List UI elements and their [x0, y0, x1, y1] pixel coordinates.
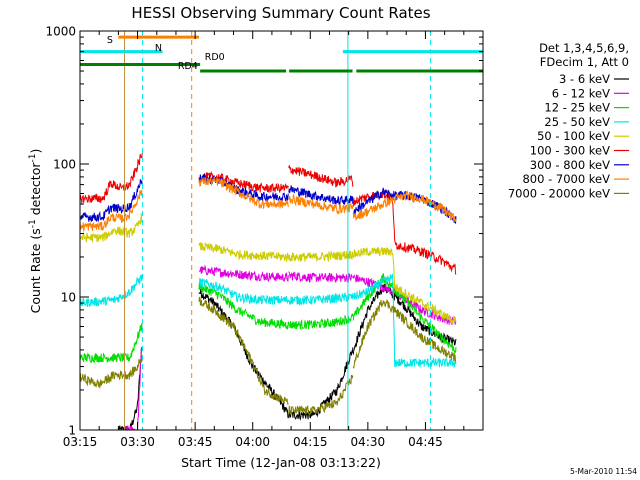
flag-label-s: S — [107, 35, 113, 46]
y-axis-label-main: Count Rate (s — [28, 228, 43, 313]
series-trace — [352, 299, 457, 369]
series-trace — [288, 193, 354, 216]
series-trace — [198, 242, 289, 263]
legend-entry-label: 25 - 50 keV — [544, 115, 610, 129]
flag-label-n: N — [155, 43, 162, 54]
series-trace — [198, 176, 289, 209]
flag-label-rd0: RD0 — [205, 52, 225, 63]
series-trace — [288, 291, 354, 307]
series-trace — [288, 271, 353, 284]
series-trace — [352, 246, 457, 325]
legend-entry-label: 7000 - 20000 keV — [508, 186, 610, 200]
y-tick-label: 1000 — [45, 25, 76, 39]
y-axis-label-end: ) — [28, 149, 43, 154]
series-trace — [288, 313, 354, 331]
legend-entry-label: 12 - 25 keV — [544, 101, 610, 115]
series-100-300-kev — [80, 152, 457, 275]
series-800-7000-kev — [80, 176, 457, 233]
series-trace — [352, 189, 457, 223]
series-50-100-kev — [80, 213, 457, 325]
y-tick-label: 100 — [53, 158, 76, 172]
series-trace — [198, 264, 289, 283]
y-tick-label: 10 — [61, 291, 76, 305]
series-trace — [288, 374, 354, 416]
series-7000-20000-kev — [80, 296, 457, 416]
legend-entry-label: 6 - 12 keV — [552, 86, 610, 100]
y-axis-label: Count Rate (s-1 detector-1) — [28, 149, 43, 314]
legend-entry-label: 300 - 800 keV — [530, 158, 610, 172]
x-tick-label: 04:00 — [235, 435, 270, 449]
series-trace — [80, 189, 143, 233]
series-trace — [288, 185, 354, 205]
series-trace — [352, 273, 457, 355]
y-tick-label: 1 — [68, 424, 76, 438]
x-axis-label: Start Time (12-Jan-08 03:13:22) — [181, 455, 381, 470]
series-trace — [80, 274, 143, 308]
legend-header-line-1: Det 1,3,4,5,6,9, — [539, 41, 629, 55]
series-trace — [288, 250, 354, 263]
y-axis-label-sup1: -1 — [28, 219, 38, 228]
chart-title: HESSI Observing Summary Count Rates — [131, 4, 430, 22]
series-trace — [198, 282, 289, 330]
x-tick-label: 04:30 — [351, 435, 386, 449]
legend-header-line-2: FDecim 1, Att 0 — [540, 55, 629, 69]
legend-entry-label: 800 - 7000 keV — [522, 172, 610, 186]
series-trace — [117, 347, 143, 430]
legend-entry-label: 50 - 100 keV — [537, 129, 610, 143]
y-axis-label-mid: detector — [28, 162, 43, 220]
x-tick-label: 03:45 — [178, 435, 213, 449]
x-tick-label: 03:15 — [63, 435, 98, 449]
series-12-25-kev — [80, 273, 457, 363]
x-tick-label: 04:45 — [408, 435, 443, 449]
flag-label-rd4: RD4 — [178, 61, 198, 72]
y-axis-label-sup2: -1 — [28, 154, 38, 163]
x-tick-label: 03:30 — [120, 435, 155, 449]
plot-timestamp: 5-Mar-2010 11:54 — [570, 467, 637, 476]
plot-frame — [79, 30, 484, 431]
series-trace — [80, 152, 143, 204]
series-trace — [198, 277, 289, 305]
series-25-50-kev — [80, 273, 457, 369]
series-trace — [288, 165, 354, 188]
legend-entry-label: 100 - 300 keV — [530, 144, 610, 158]
x-tick-label: 04:15 — [293, 435, 328, 449]
legend-entry-label: 3 - 6 keV — [559, 72, 610, 86]
series-trace — [352, 273, 457, 369]
series-trace — [198, 296, 289, 406]
series-trace — [80, 323, 143, 363]
series-trace — [80, 355, 143, 389]
series-trace — [198, 288, 289, 419]
legend: Det 1,3,4,5,6,9, FDecim 1, Att 0 3 - 6 k… — [508, 41, 629, 200]
series-trace — [80, 213, 143, 243]
series-trace — [80, 178, 143, 222]
